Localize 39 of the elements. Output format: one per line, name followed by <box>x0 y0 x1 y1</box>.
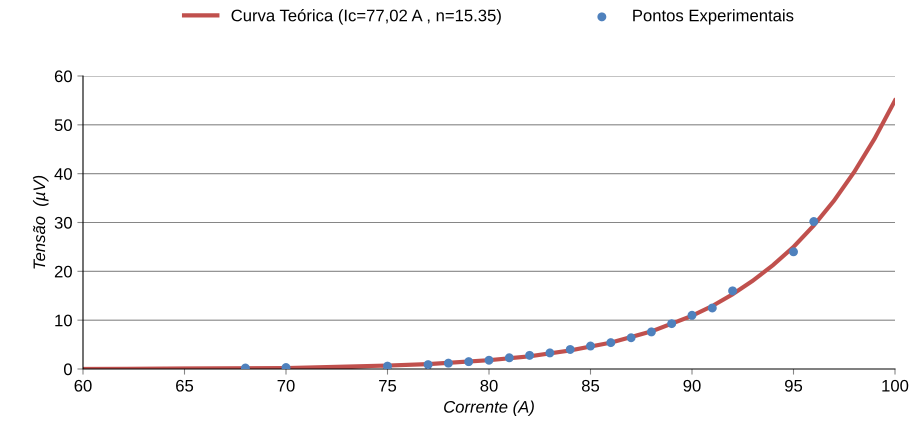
point <box>626 333 636 342</box>
x-tick-label: 70 <box>278 380 295 392</box>
y-tick-label: 40 <box>54 168 72 180</box>
point <box>545 348 554 358</box>
y-tick-label: 0 <box>64 363 72 376</box>
point <box>646 327 656 336</box>
point <box>504 353 514 362</box>
point <box>606 338 616 348</box>
point <box>424 360 433 369</box>
point <box>484 356 494 365</box>
x-axis-title: Corrente (A) <box>444 400 534 416</box>
point <box>688 310 696 320</box>
y-tick-label: 60 <box>54 70 72 82</box>
y-tick-label: 10 <box>55 314 72 326</box>
legend-label: Pontos Experimentais <box>633 9 794 25</box>
y-tick-label: 50 <box>54 119 72 132</box>
point <box>586 342 595 351</box>
point <box>789 247 798 256</box>
point <box>383 362 392 369</box>
x-tick-label: 85 <box>582 380 600 392</box>
y-axis-title: Tensão (µV) <box>32 176 48 269</box>
point <box>525 350 534 360</box>
point <box>708 303 717 312</box>
x-tick-label: 60 <box>74 380 92 392</box>
x-tick-label: 75 <box>379 380 396 392</box>
x-tick-label: 95 <box>785 380 802 392</box>
point <box>464 357 474 366</box>
point <box>809 217 818 226</box>
point <box>444 358 453 368</box>
y-tick-label: 20 <box>54 266 72 278</box>
y-tick-label: 30 <box>54 216 72 229</box>
x-tick-label: 100 <box>882 380 908 392</box>
point <box>667 319 676 328</box>
point <box>566 344 575 354</box>
x-tick-label: 65 <box>176 380 194 392</box>
x-tick-label: 80 <box>480 380 498 392</box>
x-tick-label: 90 <box>684 380 701 392</box>
legend-label: Curva Teórica (Ic=77,02 A , n=15.35) <box>232 8 501 25</box>
point <box>728 286 738 296</box>
